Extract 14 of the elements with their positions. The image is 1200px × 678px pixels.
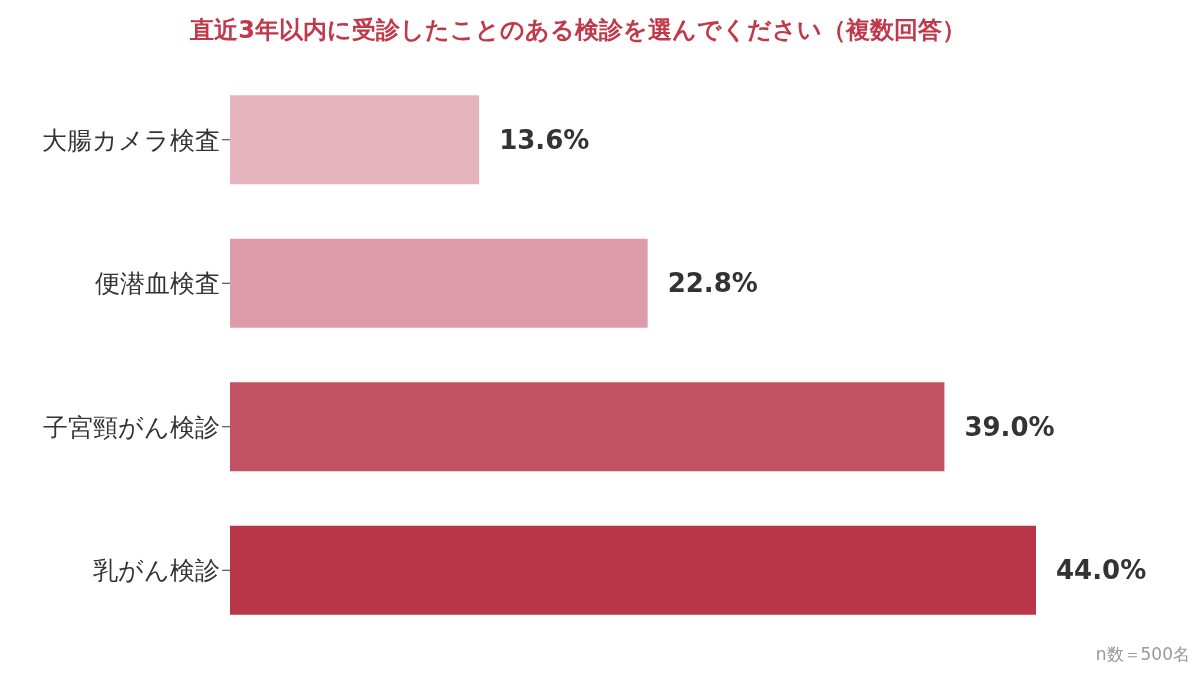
y-tick-label: 大腸カメラ検査 xyxy=(42,125,220,155)
data-label: 13.6% xyxy=(499,124,590,155)
bar xyxy=(230,95,480,185)
data-label: 22.8% xyxy=(667,268,758,299)
y-tick-label: 便潜血検査 xyxy=(95,269,220,299)
y-tick-label: 子宮頸がん検診 xyxy=(43,412,220,442)
bar xyxy=(230,382,945,472)
bar xyxy=(230,238,648,328)
chart-title: 直近3年以内に受診したことのある検診を選んでください（複数回答） xyxy=(189,15,967,46)
bar xyxy=(230,525,1036,615)
y-tick-label: 乳がん検診 xyxy=(93,556,220,586)
data-label: 44.0% xyxy=(1056,555,1147,586)
data-label: 39.0% xyxy=(964,412,1055,442)
text: n数＝500名 xyxy=(1095,643,1190,666)
